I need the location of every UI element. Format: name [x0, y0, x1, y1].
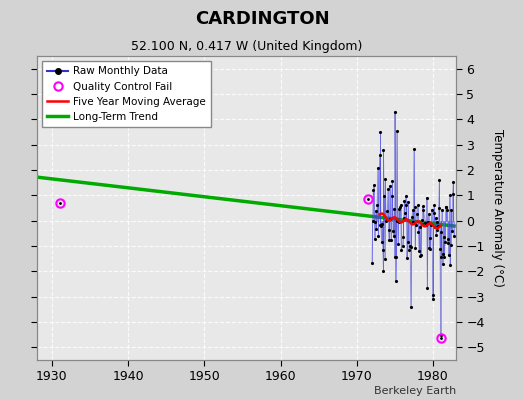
Text: CARDINGTON: CARDINGTON [195, 10, 329, 28]
Title: 52.100 N, 0.417 W (United Kingdom): 52.100 N, 0.417 W (United Kingdom) [130, 40, 362, 54]
Legend: Raw Monthly Data, Quality Control Fail, Five Year Moving Average, Long-Term Tren: Raw Monthly Data, Quality Control Fail, … [42, 61, 211, 127]
Text: Berkeley Earth: Berkeley Earth [374, 386, 456, 396]
Y-axis label: Temperature Anomaly (°C): Temperature Anomaly (°C) [491, 129, 504, 287]
